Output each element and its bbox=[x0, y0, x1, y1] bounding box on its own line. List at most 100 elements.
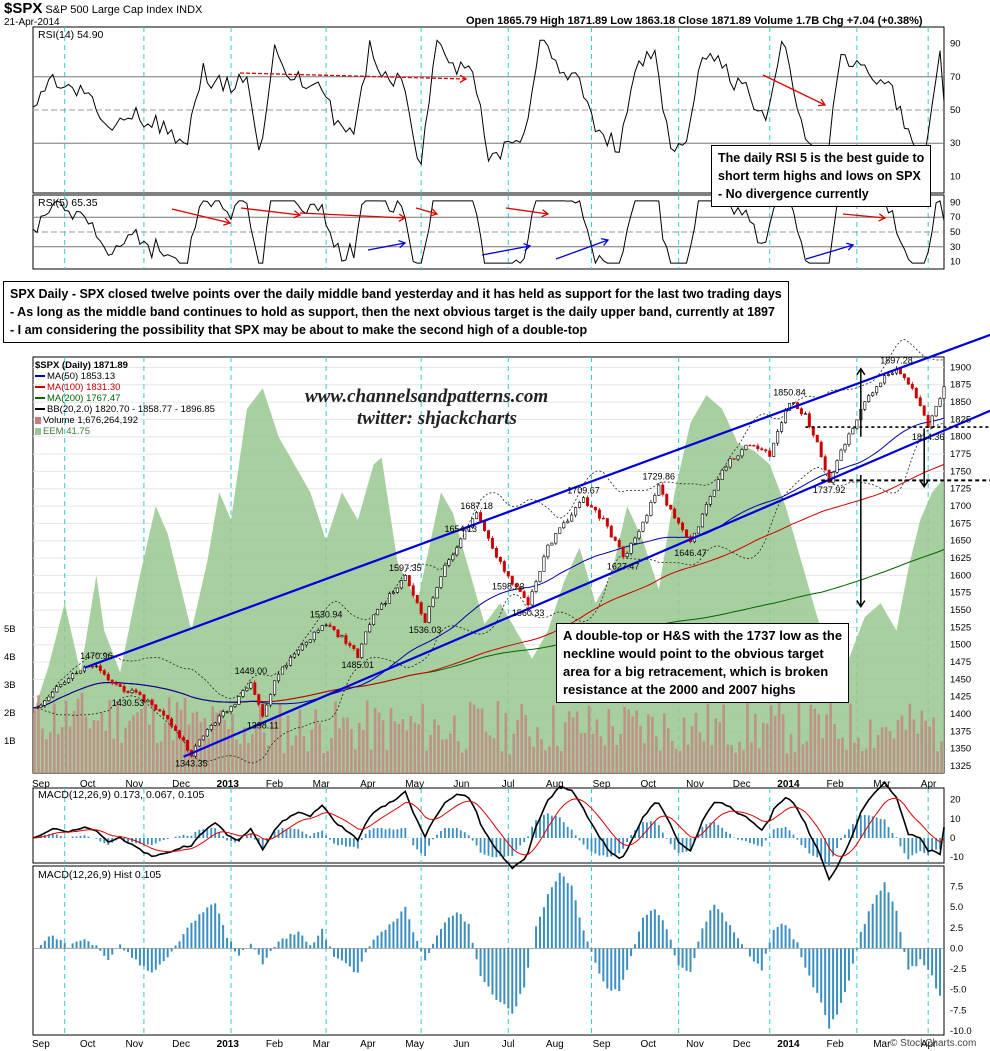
volume-bar bbox=[936, 751, 939, 773]
macd-hist-bar bbox=[669, 838, 672, 845]
histogram-bar bbox=[455, 912, 458, 949]
macd-hist-bar bbox=[416, 838, 419, 850]
volume-bar bbox=[251, 734, 254, 773]
candle-body bbox=[249, 682, 253, 689]
macd-hist-bar bbox=[467, 835, 470, 838]
volume-bar bbox=[49, 732, 52, 773]
price-label: 1737.92 bbox=[813, 485, 846, 495]
candle-body bbox=[213, 722, 217, 726]
price-label: 1343.35 bbox=[175, 758, 208, 768]
price-tick-label: 1625 bbox=[950, 553, 971, 564]
rsi-tick-label: 90 bbox=[950, 197, 961, 208]
volume-bar bbox=[64, 700, 68, 773]
volume-bar bbox=[290, 745, 294, 773]
volume-bar bbox=[825, 714, 828, 773]
macd-hist-bar bbox=[705, 824, 708, 838]
legend-ma100: MA(100) 1831.30 bbox=[35, 382, 215, 393]
candle-body bbox=[47, 696, 51, 702]
macd-hist-bar bbox=[804, 838, 807, 848]
candle-body bbox=[118, 684, 122, 687]
rsi5-bull-arrow bbox=[367, 242, 406, 251]
price-label: 1560.33 bbox=[512, 608, 545, 618]
volume-bar bbox=[781, 714, 785, 773]
volume-bar bbox=[397, 723, 401, 773]
candle-body bbox=[756, 445, 760, 449]
candle-body bbox=[490, 538, 494, 549]
volume-bar bbox=[924, 720, 927, 773]
price-label: 1449.00 bbox=[235, 666, 268, 676]
histogram-bar bbox=[400, 911, 403, 949]
volume-bar bbox=[80, 692, 84, 773]
macd-hist-bar bbox=[895, 837, 898, 838]
volume-bar bbox=[124, 727, 127, 773]
histogram-bar bbox=[752, 948, 755, 962]
candle-body bbox=[597, 509, 601, 519]
volume-bar bbox=[734, 752, 737, 773]
histogram-bar bbox=[911, 948, 914, 966]
volume-bar bbox=[520, 703, 523, 773]
volume-bar bbox=[199, 721, 203, 773]
macd-hist-bar bbox=[182, 834, 185, 838]
candle-body bbox=[332, 626, 336, 631]
macd-hist-bar bbox=[642, 822, 644, 838]
macd-hist-bar bbox=[392, 829, 395, 838]
histogram-bar bbox=[499, 948, 502, 1003]
candle-body bbox=[811, 426, 815, 436]
volume-bar bbox=[179, 709, 183, 773]
macd-hist-bar bbox=[372, 828, 375, 838]
candle-body bbox=[185, 740, 189, 751]
macd-hist-bar bbox=[329, 838, 331, 840]
histogram-tick-label: -2.5 bbox=[950, 964, 966, 975]
histogram-bar bbox=[840, 948, 843, 1003]
date-tick-label: Mar bbox=[313, 779, 331, 790]
candle-body bbox=[447, 559, 451, 566]
candle-body bbox=[748, 444, 752, 447]
histogram-bar bbox=[273, 946, 276, 949]
histogram-tick-label: -5.0 bbox=[950, 985, 966, 996]
macd-hist-bar bbox=[333, 838, 335, 844]
macd-hist-bar bbox=[828, 838, 831, 867]
target-note-box: A double-top or H&S with the 1737 low as… bbox=[556, 623, 850, 703]
macd-hist-bar bbox=[760, 838, 763, 847]
macd-hist-bar bbox=[626, 838, 629, 843]
candle-body bbox=[776, 431, 780, 444]
histogram-bar bbox=[325, 939, 328, 949]
date-tick-label: Feb bbox=[827, 1039, 845, 1050]
candle-body bbox=[403, 575, 407, 581]
volume-bar bbox=[738, 741, 741, 773]
date-tick-label: Sep bbox=[32, 1039, 50, 1050]
candle-body bbox=[126, 691, 130, 693]
histogram-bar bbox=[527, 948, 530, 968]
volume-tick-label: 3B bbox=[4, 680, 16, 691]
rsi-tick-label: 10 bbox=[950, 257, 961, 268]
histogram-bar bbox=[174, 945, 177, 949]
histogram-bar bbox=[606, 948, 609, 989]
candle-body bbox=[63, 682, 67, 685]
volume-bar bbox=[211, 706, 215, 773]
rsi5-bull-arrow-head bbox=[846, 242, 855, 251]
volume-bar bbox=[607, 709, 611, 773]
macd-hist-bar bbox=[440, 831, 442, 838]
histogram-bar bbox=[515, 948, 518, 1007]
macd-hist-bar bbox=[459, 830, 462, 838]
candle-body bbox=[423, 613, 427, 623]
macd-hist-bar bbox=[305, 834, 308, 838]
histogram-bar bbox=[162, 948, 165, 962]
histogram-bar bbox=[289, 933, 292, 949]
histogram-bar bbox=[729, 925, 732, 949]
rsi14-divergence-arrow-head bbox=[817, 98, 827, 107]
macd-hist-bar bbox=[614, 838, 617, 855]
candle-body bbox=[304, 641, 308, 646]
macd-hist-bar bbox=[495, 838, 498, 858]
candle-body bbox=[221, 711, 225, 717]
volume-bar bbox=[548, 746, 551, 773]
histogram-bar bbox=[396, 918, 399, 949]
volume-bar bbox=[306, 751, 310, 773]
volume-bar bbox=[389, 708, 393, 773]
volume-bar bbox=[235, 739, 238, 773]
macd-hist-bar bbox=[245, 835, 248, 838]
price-label: 1485.01 bbox=[342, 660, 375, 670]
histogram-bar bbox=[344, 948, 347, 964]
histogram-bar bbox=[598, 948, 601, 974]
date-tick-label: Sep bbox=[593, 1039, 611, 1050]
